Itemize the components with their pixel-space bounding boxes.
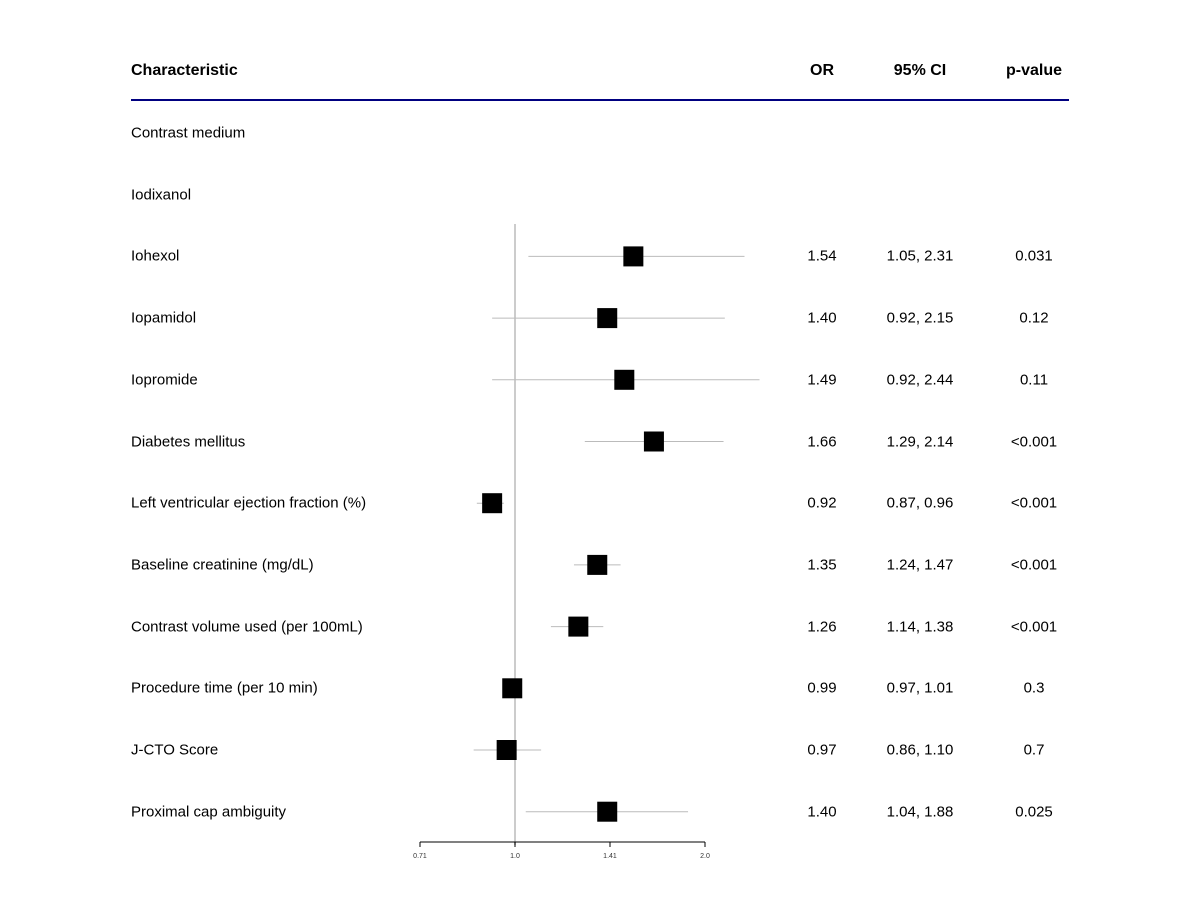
- or-marker: [597, 308, 618, 329]
- p-value: 0.11: [1019, 371, 1049, 389]
- p-value: 0.3: [1023, 679, 1045, 697]
- row-label: Procedure time (per 10 min): [131, 679, 318, 697]
- ci-value: 0.92, 2.44: [886, 371, 954, 389]
- x-tick-label: 1.41: [603, 853, 617, 860]
- row-label: Left ventricular ejection fraction (%): [131, 494, 367, 512]
- or-value: 1.40: [807, 309, 837, 327]
- or-marker: [614, 369, 635, 390]
- or-value: 0.99: [807, 679, 837, 697]
- x-tick-label: 1.0: [510, 853, 520, 860]
- row-label: Iopamidol: [131, 309, 197, 327]
- row-label: Iopromide: [131, 371, 198, 389]
- row-label: Diabetes mellitus: [131, 433, 246, 450]
- row-label: J-CTO Score: [131, 741, 219, 759]
- ci-value: 0.97, 1.01: [886, 679, 954, 697]
- row-label: Contrast medium: [131, 124, 246, 142]
- ci-value: 0.87, 0.96: [886, 494, 954, 512]
- p-value: 0.031: [1015, 247, 1053, 265]
- or-marker: [587, 554, 608, 575]
- or-value: 1.35: [807, 556, 837, 574]
- p-value: <0.001: [1010, 556, 1058, 574]
- p-value: 0.7: [1023, 741, 1045, 759]
- row-label: Proximal cap ambiguity: [131, 803, 287, 821]
- or-marker: [568, 616, 589, 637]
- ci-value: 1.24, 1.47: [886, 556, 954, 574]
- or-marker: [623, 246, 644, 267]
- p-value: 0.12: [1019, 309, 1049, 327]
- row-label: Baseline creatinine (mg/dL): [131, 556, 314, 574]
- or-marker: [496, 740, 517, 760]
- or-marker: [597, 801, 618, 822]
- header-or: OR: [810, 62, 834, 79]
- header-characteristic: Characteristic: [131, 62, 238, 79]
- p-value: <0.001: [1010, 618, 1058, 636]
- or-value: 1.26: [807, 618, 837, 636]
- or-value: 0.92: [807, 494, 837, 512]
- p-value: 0.025: [1015, 803, 1053, 821]
- or-marker: [502, 678, 523, 699]
- or-value: 1.49: [807, 371, 837, 389]
- or-value: 0.97: [807, 741, 837, 759]
- p-value: <0.001: [1010, 494, 1058, 512]
- or-value: 1.40: [807, 803, 837, 821]
- or-value: 1.54: [807, 247, 837, 265]
- row-label: Iohexol: [131, 247, 180, 265]
- x-tick-label: 2.0: [700, 853, 710, 860]
- ci-value: 1.14, 1.38: [886, 618, 954, 636]
- header-ci: 95% CI: [893, 62, 947, 79]
- row-label: Contrast volume used (per 100mL): [131, 618, 363, 636]
- header-p: p-value: [1005, 62, 1063, 79]
- x-tick-label: 0.71: [413, 853, 427, 860]
- ci-value: 1.29, 2.14: [886, 433, 954, 450]
- p-value: <0.001: [1010, 433, 1058, 450]
- or-marker: [643, 431, 664, 452]
- ci-value: 0.92, 2.15: [886, 309, 954, 327]
- ci-value: 1.04, 1.88: [886, 803, 954, 821]
- or-value: 1.66: [807, 433, 837, 450]
- or-marker: [482, 493, 503, 514]
- ci-value: 0.86, 1.10: [886, 741, 954, 759]
- ci-value: 1.05, 2.31: [886, 247, 954, 265]
- row-label: Iodixanol: [131, 186, 192, 204]
